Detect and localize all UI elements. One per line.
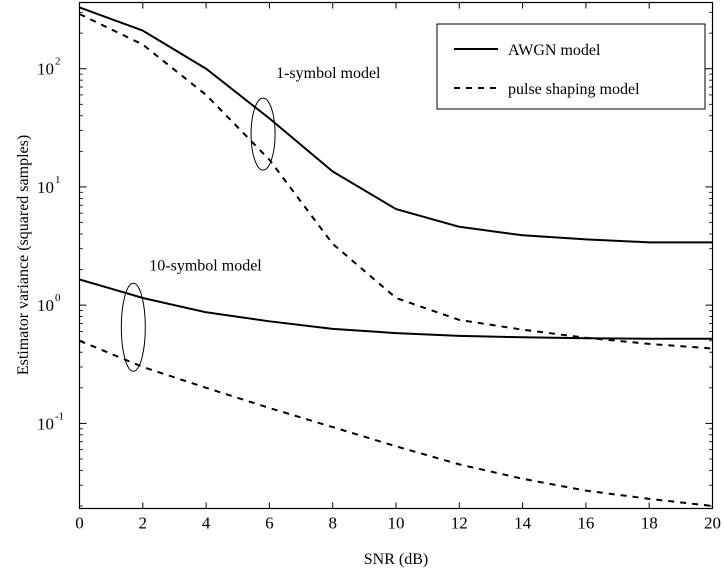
y-tick-exponent: 0 bbox=[55, 292, 61, 304]
y-tick-label: 10 bbox=[37, 178, 54, 197]
x-tick-label: 14 bbox=[514, 514, 532, 533]
x-tick-label: 2 bbox=[139, 514, 148, 533]
annotation-label: 10-symbol model bbox=[149, 257, 262, 274]
y-axis-title: Estimator variance (squared samples) bbox=[15, 135, 32, 375]
x-tick-label: 8 bbox=[328, 514, 337, 533]
legend-label-pulse: pulse shaping model bbox=[508, 81, 640, 98]
legend-label-awgn: AWGN model bbox=[508, 42, 601, 59]
y-tick-label: 10 bbox=[37, 60, 54, 79]
x-tick-label: 10 bbox=[388, 514, 405, 533]
x-tick-label: 20 bbox=[704, 514, 721, 533]
x-tick-label: 18 bbox=[641, 514, 658, 533]
series-10-symbol-dashed bbox=[79, 339, 713, 508]
series-1-symbol-solid bbox=[79, 6, 713, 244]
y-tick-label: 10 bbox=[37, 414, 54, 433]
annotation-layer: 1-symbol model 10-symbol model bbox=[120, 65, 381, 372]
legend: AWGN model pulse shaping model bbox=[436, 23, 706, 110]
annotation-ellipse bbox=[250, 97, 276, 171]
legend-box bbox=[436, 23, 706, 110]
series-layer bbox=[79, 6, 713, 508]
x-axis-title: SNR (dB) bbox=[364, 551, 428, 568]
y-tick-exponent: -1 bbox=[55, 410, 64, 422]
x-tick-label: 16 bbox=[577, 514, 594, 533]
x-tick-label: 6 bbox=[265, 514, 274, 533]
series-1-symbol-dashed bbox=[79, 13, 713, 350]
series-10-symbol-solid bbox=[79, 278, 713, 340]
y-tick-label: 10 bbox=[37, 296, 54, 315]
y-tick-exponent: 1 bbox=[55, 174, 61, 186]
x-tick-label: 4 bbox=[202, 514, 211, 533]
y-tick-exponent: 2 bbox=[55, 56, 61, 68]
x-tick-label: 0 bbox=[75, 514, 84, 533]
annotation-label: 1-symbol model bbox=[276, 65, 381, 82]
annotation-ellipse bbox=[120, 282, 146, 372]
x-tick-label: 12 bbox=[451, 514, 468, 533]
